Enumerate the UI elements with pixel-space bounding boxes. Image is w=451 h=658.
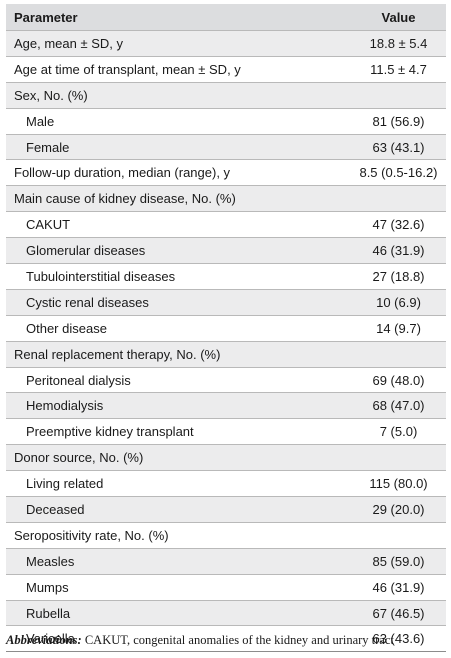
value-cell: 46 (31.9) [351, 237, 446, 264]
header-value: Value [351, 4, 446, 31]
table-row: Hemodialysis 68 (47.0) [6, 392, 446, 419]
value-cell [351, 340, 446, 368]
value-cell: 67 (46.5) [351, 599, 446, 626]
parameter-cell: Age at time of transplant, mean ± SD, y [6, 55, 351, 83]
footnote-label: Abbreviations: [6, 633, 82, 647]
parameter-cell: Measles [6, 547, 351, 575]
value-cell: 81 (56.9) [351, 107, 446, 135]
parameter-cell: Other disease [6, 314, 351, 342]
parameter-cell: Male [6, 107, 351, 135]
parameter-cell: Age, mean ± SD, y [6, 30, 351, 57]
parameter-cell: Female [6, 133, 351, 160]
parameter-cell: Follow-up duration, median (range), y [6, 159, 351, 186]
value-cell [351, 521, 446, 549]
table-body: Age, mean ± SD, y 18.8 ± 5.4 Age at time o… [6, 30, 446, 653]
parameter-cell: Cystic renal diseases [6, 288, 351, 316]
parameter-cell: Rubella [6, 599, 351, 626]
value-cell: 10 (6.9) [351, 288, 446, 316]
parameter-cell: Peritoneal dialysis [6, 366, 351, 393]
table-row: Renal replacement therapy, No. (%) [6, 340, 446, 368]
table-row: Peritoneal dialysis 69 (48.0) [6, 366, 446, 393]
parameter-cell: Living related [6, 470, 351, 497]
value-cell: 8.5 (0.5-16.2) [351, 159, 446, 186]
table-row: CAKUT 47 (32.6) [6, 211, 446, 238]
patient-characteristics-table: Parameter Value Age, mean ± SD, y 18.8 ± … [6, 4, 446, 653]
table-row: Age, mean ± SD, y 18.8 ± 5.4 [6, 30, 446, 57]
footnote-text: CAKUT, congenital anomalies of the kidne… [81, 633, 394, 647]
table-row: Female 63 (43.1) [6, 133, 446, 160]
parameter-cell: Main cause of kidney disease, No. (%) [6, 185, 351, 212]
value-cell: 29 (20.0) [351, 496, 446, 523]
value-cell [351, 81, 446, 109]
parameter-cell: Sex, No. (%) [6, 81, 351, 109]
characteristics-table-container: Parameter Value Age, mean ± SD, y 18.8 ± … [6, 4, 446, 653]
header-parameter: Parameter [6, 4, 351, 31]
parameter-cell: Renal replacement therapy, No. (%) [6, 340, 351, 368]
value-cell: 85 (59.0) [351, 547, 446, 575]
table-row: Rubella 67 (46.5) [6, 599, 446, 626]
table-row: Deceased 29 (20.0) [6, 496, 446, 523]
value-cell: 14 (9.7) [351, 314, 446, 342]
value-cell [351, 185, 446, 212]
table-row: Other disease 14 (9.7) [6, 314, 446, 342]
parameter-cell: Preemptive kidney transplant [6, 418, 351, 445]
table-row: Glomerular diseases 46 (31.9) [6, 237, 446, 264]
abbreviations-footnote: Abbreviations: CAKUT, congenital anomali… [6, 633, 446, 648]
parameter-cell: Hemodialysis [6, 392, 351, 419]
value-cell: 63 (43.6) [351, 625, 446, 653]
table-row: Main cause of kidney disease, No. (%) [6, 185, 446, 212]
parameter-cell: Donor source, No. (%) [6, 444, 351, 471]
table-row: Seropositivity rate, No. (%) [6, 521, 446, 549]
parameter-cell: Glomerular diseases [6, 237, 351, 264]
parameter-cell: Mumps [6, 573, 351, 601]
table-row: Tubulointerstitial diseases 27 (18.8) [6, 263, 446, 290]
value-cell: 68 (47.0) [351, 392, 446, 419]
value-cell: 69 (48.0) [351, 366, 446, 393]
parameter-cell: Seropositivity rate, No. (%) [6, 521, 351, 549]
value-cell: 47 (32.6) [351, 211, 446, 238]
value-cell: 27 (18.8) [351, 263, 446, 290]
table-row: Male 81 (56.9) [6, 107, 446, 135]
parameter-cell: Varicella [6, 625, 351, 653]
table-row: Varicella 63 (43.6) [6, 625, 446, 653]
table-row: Measles 85 (59.0) [6, 547, 446, 575]
header-row: Parameter Value [6, 4, 446, 31]
value-cell: 115 (80.0) [351, 470, 446, 497]
value-cell: 63 (43.1) [351, 133, 446, 160]
table-row: Follow-up duration, median (range), y 8.5… [6, 159, 446, 186]
table-row: Living related 115 (80.0) [6, 470, 446, 497]
value-cell [351, 444, 446, 471]
parameter-cell: CAKUT [6, 211, 351, 238]
value-cell: 7 (5.0) [351, 418, 446, 445]
parameter-cell: Tubulointerstitial diseases [6, 263, 351, 290]
table-row: Sex, No. (%) [6, 81, 446, 109]
value-cell: 11.5 ± 4.7 [351, 55, 446, 83]
table-row: Preemptive kidney transplant 7 (5.0) [6, 418, 446, 445]
table-row: Mumps 46 (31.9) [6, 573, 446, 601]
table-row: Cystic renal diseases 10 (6.9) [6, 288, 446, 316]
table-row: Donor source, No. (%) [6, 444, 446, 471]
value-cell: 18.8 ± 5.4 [351, 30, 446, 57]
value-cell: 46 (31.9) [351, 573, 446, 601]
parameter-cell: Deceased [6, 496, 351, 523]
table-header: Parameter Value [6, 4, 446, 31]
